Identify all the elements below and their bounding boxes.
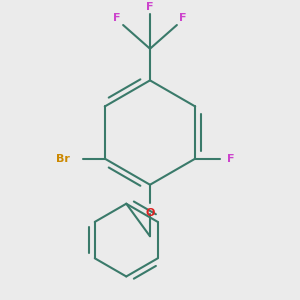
Text: O: O bbox=[145, 208, 155, 218]
Text: F: F bbox=[146, 2, 154, 12]
Text: Br: Br bbox=[56, 154, 70, 164]
Text: F: F bbox=[179, 14, 187, 23]
Text: F: F bbox=[227, 154, 234, 164]
Text: F: F bbox=[113, 14, 121, 23]
